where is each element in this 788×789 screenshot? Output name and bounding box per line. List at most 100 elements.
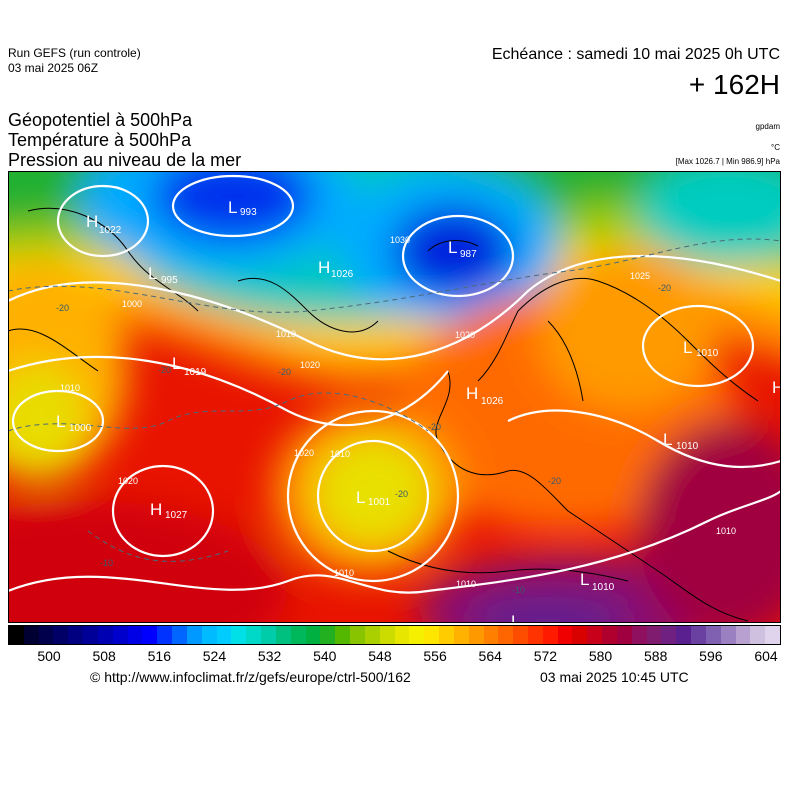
color-swatch <box>394 626 410 644</box>
center-high-east-edge: H <box>772 378 781 397</box>
isotherm-values: -20 -20 -20 -20 -20 -10 -10 -20 -20 <box>56 283 671 595</box>
color-swatch <box>765 626 781 644</box>
geopotential-field <box>8 171 781 623</box>
color-swatch <box>186 626 202 644</box>
color-scale-tick: 540 <box>313 648 337 664</box>
color-swatch <box>631 626 647 644</box>
unit-pressure-range: [Max 1026.7 | Min 986.9] hPa <box>675 157 780 166</box>
coastlines <box>8 207 759 622</box>
color-swatch <box>83 626 98 644</box>
color-swatch <box>246 626 262 644</box>
svg-text:1010: 1010 <box>330 449 350 459</box>
color-swatch <box>127 626 143 644</box>
run-title: Run GEFS (run controle) <box>8 46 141 60</box>
svg-text:1026: 1026 <box>481 396 504 407</box>
color-swatch <box>572 626 588 644</box>
svg-text:H: H <box>318 258 330 277</box>
color-swatch <box>498 626 514 644</box>
color-swatch <box>542 626 558 644</box>
color-swatch <box>216 626 232 644</box>
svg-text:1020: 1020 <box>455 330 475 340</box>
svg-text:-20: -20 <box>158 365 171 375</box>
svg-text:1020: 1020 <box>300 360 320 370</box>
color-swatch <box>379 626 395 644</box>
color-scale-tick: 500 <box>37 648 61 664</box>
svg-text:1010: 1010 <box>276 329 296 339</box>
copyright-url: © http://www.infoclimat.fr/z/gefs/europe… <box>90 669 411 685</box>
center-high-1022: H 1022 <box>86 212 122 236</box>
svg-text:1010: 1010 <box>716 526 736 536</box>
svg-text:1010: 1010 <box>592 582 615 593</box>
param-geopotential: Géopotentiel à 500hPa <box>8 110 193 130</box>
svg-text:1022: 1022 <box>99 225 122 236</box>
center-high-1027: H 1027 <box>150 500 188 521</box>
color-scale-tick: 572 <box>533 648 558 664</box>
svg-text:1000: 1000 <box>69 423 92 434</box>
color-scale-tick: 596 <box>699 648 723 664</box>
color-scale-tick: 508 <box>92 648 116 664</box>
color-swatch <box>320 626 336 644</box>
color-swatch <box>557 626 573 644</box>
svg-text:L: L <box>148 264 157 283</box>
svg-text:1030: 1030 <box>390 235 410 245</box>
color-swatch <box>602 626 617 644</box>
svg-text:L: L <box>172 354 181 373</box>
svg-text:1000: 1000 <box>122 299 142 309</box>
color-scale-tick: 588 <box>644 648 668 664</box>
center-low-south-edge: L <box>511 612 520 623</box>
color-scale-tick: 604 <box>754 648 778 664</box>
center-low-993: L 993 <box>228 198 257 218</box>
map-labels: H 1022 L 993 L 987 H 1026 L 995 L 1019 L 1000 H… <box>56 198 781 623</box>
lead-time: + 162H <box>688 69 780 100</box>
svg-text:L: L <box>683 338 692 357</box>
center-low-1010-sahara: L 1010 <box>580 570 615 593</box>
map-frame <box>8 171 781 623</box>
unit-temperature: °C <box>771 143 780 152</box>
svg-text:-20: -20 <box>278 367 291 377</box>
color-swatch <box>157 626 173 644</box>
svg-text:L: L <box>580 570 589 589</box>
color-swatch <box>587 626 603 644</box>
center-low-1001: L 1001 <box>356 488 391 508</box>
center-low-995: L 995 <box>148 264 178 286</box>
color-swatch <box>97 626 113 644</box>
run-date: 03 mai 2025 06Z <box>8 61 99 75</box>
color-swatch <box>483 626 499 644</box>
color-swatch <box>646 626 662 644</box>
color-scale-tick: 580 <box>588 648 613 664</box>
svg-text:L: L <box>356 488 365 507</box>
color-swatch <box>290 626 306 644</box>
center-low-1000: L 1000 <box>56 412 92 434</box>
color-scale-tick: 556 <box>423 648 447 664</box>
svg-text:1020: 1020 <box>294 448 314 458</box>
svg-text:1010: 1010 <box>696 348 719 359</box>
svg-text:-20: -20 <box>658 283 671 293</box>
svg-text:1026: 1026 <box>331 269 354 280</box>
forecast-valid-time: Echéance : samedi 10 mai 2025 0h UTC <box>491 46 780 63</box>
center-low-987: L 987 <box>448 238 477 260</box>
svg-text:987: 987 <box>460 249 477 260</box>
svg-text:-20: -20 <box>395 489 408 499</box>
color-swatch <box>261 626 276 644</box>
issue-time: 03 mai 2025 10:45 UTC <box>540 669 689 685</box>
svg-text:1010: 1010 <box>334 568 354 578</box>
color-swatch <box>468 626 484 644</box>
svg-text:-10: -10 <box>512 585 525 595</box>
color-swatch <box>305 626 321 644</box>
svg-text:1019: 1019 <box>184 367 207 378</box>
color-swatch <box>335 626 351 644</box>
color-scale-ticks: 500 508 516 524 532 540 548 556 564 572 580 588 596 6… <box>8 648 781 666</box>
center-high-1026-europe: H 1026 <box>466 384 504 407</box>
color-swatch <box>439 626 454 644</box>
color-swatch <box>275 626 291 644</box>
color-swatch <box>676 626 692 644</box>
svg-text:L: L <box>56 412 65 431</box>
color-scale-tick: 532 <box>257 648 282 664</box>
svg-text:1010: 1010 <box>60 383 80 393</box>
color-swatch <box>691 626 706 644</box>
svg-text:1025: 1025 <box>630 271 650 281</box>
svg-text:-20: -20 <box>548 476 561 486</box>
color-swatch <box>453 626 469 644</box>
svg-text:993: 993 <box>240 207 257 218</box>
color-swatch <box>424 626 440 644</box>
